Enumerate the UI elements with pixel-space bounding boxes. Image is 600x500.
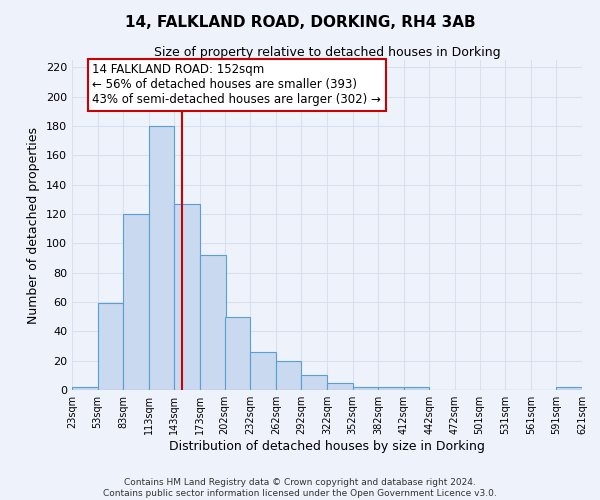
Bar <box>149 126 175 390</box>
Bar <box>404 387 430 390</box>
Bar <box>224 316 250 390</box>
Bar <box>301 376 327 390</box>
Bar <box>175 204 200 390</box>
Bar <box>276 360 301 390</box>
Bar <box>72 387 98 390</box>
Bar <box>123 214 149 390</box>
Text: Contains HM Land Registry data © Crown copyright and database right 2024.
Contai: Contains HM Land Registry data © Crown c… <box>103 478 497 498</box>
Bar <box>200 255 226 390</box>
Text: 14, FALKLAND ROAD, DORKING, RH4 3AB: 14, FALKLAND ROAD, DORKING, RH4 3AB <box>125 15 475 30</box>
Bar <box>378 387 404 390</box>
Bar <box>353 387 378 390</box>
Text: 14 FALKLAND ROAD: 152sqm
← 56% of detached houses are smaller (393)
43% of semi-: 14 FALKLAND ROAD: 152sqm ← 56% of detach… <box>92 64 381 106</box>
Bar <box>250 352 276 390</box>
Bar <box>327 382 353 390</box>
Bar <box>98 304 123 390</box>
Bar <box>556 387 582 390</box>
Y-axis label: Number of detached properties: Number of detached properties <box>28 126 40 324</box>
X-axis label: Distribution of detached houses by size in Dorking: Distribution of detached houses by size … <box>169 440 485 453</box>
Title: Size of property relative to detached houses in Dorking: Size of property relative to detached ho… <box>154 46 500 59</box>
